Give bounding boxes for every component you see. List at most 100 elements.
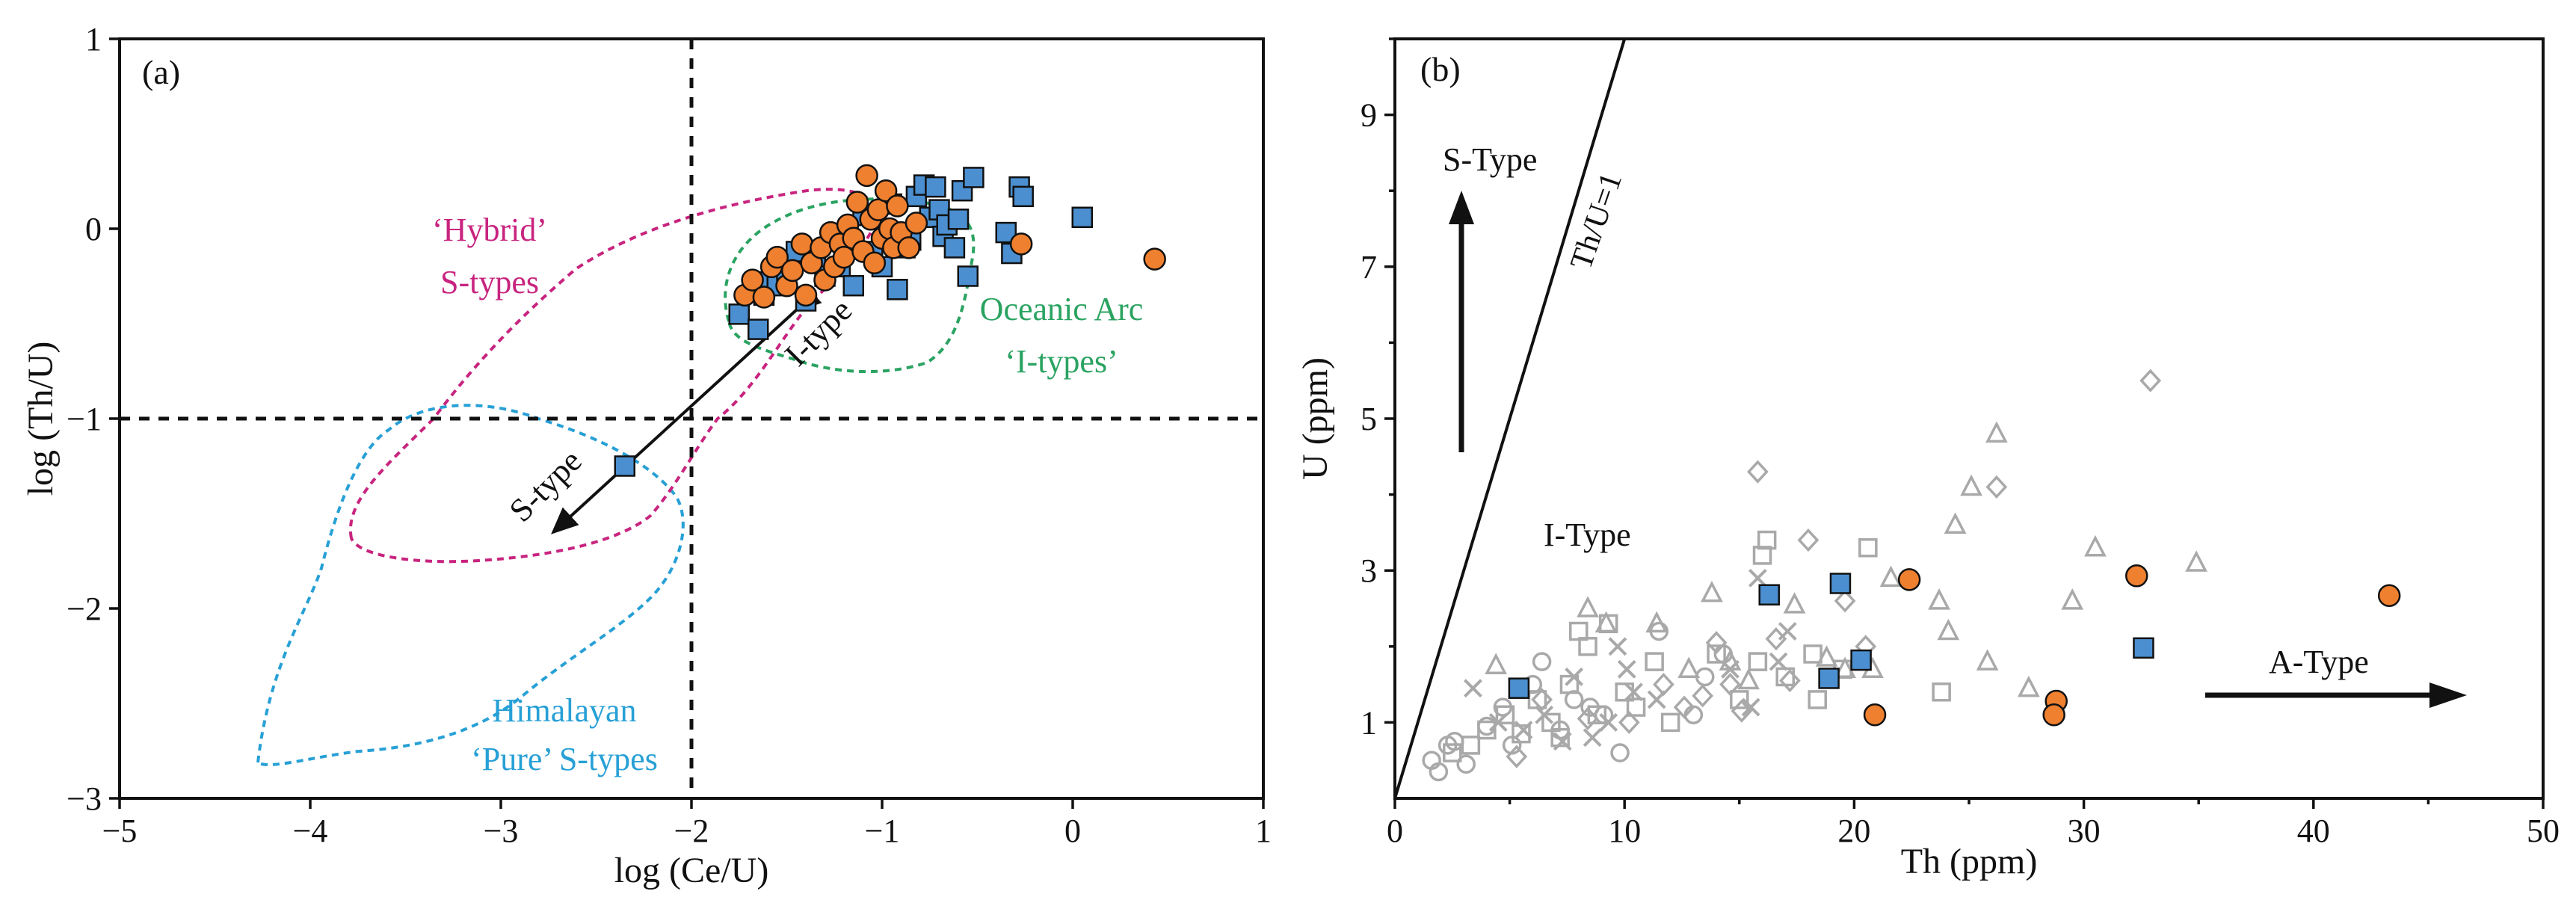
data-point-grey-triangle xyxy=(1960,474,1982,496)
data-point-grey-circle xyxy=(1564,690,1584,709)
data-point-grey-triangle xyxy=(1879,565,1902,588)
data-point-orange-circle xyxy=(866,198,890,221)
data-point-orange-circle xyxy=(752,286,776,309)
y-tick-label: −3 xyxy=(67,780,102,817)
data-point-grey-triangle xyxy=(1719,649,1742,671)
data-point-grey-diamond xyxy=(1719,673,1741,697)
annotation-i-type: I-type xyxy=(777,292,859,373)
y-tick-label: −2 xyxy=(67,591,102,627)
data-point-grey-diamond xyxy=(1778,668,1801,693)
x-tick-label: −1 xyxy=(865,813,900,849)
data-point-grey-cross xyxy=(1488,712,1508,732)
panel-b-ticks: 0 10 20 30 40 50 1 3 5 7 9 xyxy=(1361,37,2560,849)
data-point-grey-diamond xyxy=(1692,684,1714,708)
y-tick-label: 7 xyxy=(1361,249,1377,286)
y-tick-label: 5 xyxy=(1361,401,1377,437)
data-point-grey-triangle xyxy=(1976,649,1999,671)
label-s-type: S-Type xyxy=(1443,141,1537,178)
x-tick-label: −3 xyxy=(484,813,519,849)
data-point-grey-triangle xyxy=(1701,580,1723,603)
data-point-orange-circle xyxy=(790,232,814,256)
data-point-grey-triangle xyxy=(1834,656,1856,679)
data-point-grey-triangle xyxy=(1815,645,1838,667)
data-point-grey-cross xyxy=(1624,682,1643,702)
data-point-grey-cross xyxy=(1741,697,1760,717)
data-point-grey-diamond xyxy=(1653,673,1674,697)
x-tick-label: −2 xyxy=(674,813,709,849)
data-point-grey-circle xyxy=(1610,743,1630,762)
label-th-u-1: Th/U=1 xyxy=(1564,168,1629,274)
data-point-orange-circle xyxy=(886,194,909,218)
data-point-orange-circle xyxy=(780,259,804,283)
data-point-grey-circle xyxy=(1445,732,1464,751)
data-point-grey-square xyxy=(1495,705,1515,724)
data-point-orange-circle xyxy=(845,191,869,214)
data-point-blue-square xyxy=(887,279,908,301)
data-point-blue-square xyxy=(842,274,864,297)
data-point-orange-circle xyxy=(2125,564,2148,588)
data-point-grey-cross xyxy=(1748,568,1767,588)
label-hybrid-line2: S-types xyxy=(440,264,539,301)
data-point-grey-cross xyxy=(1617,659,1636,679)
panel-b-label: (b) xyxy=(1420,50,1461,88)
data-point-grey-cross xyxy=(1599,712,1618,732)
s-type-arrowhead xyxy=(1449,191,1474,224)
y-tick-label: 0 xyxy=(85,211,102,247)
y-tick-label: 3 xyxy=(1361,552,1377,589)
panel-a-points xyxy=(614,164,1166,477)
data-point-grey-square xyxy=(1626,697,1646,717)
data-point-grey-square xyxy=(1578,637,1597,656)
data-point-grey-circle xyxy=(1429,762,1449,782)
data-point-blue-square xyxy=(2133,637,2154,659)
annotation-s-type: S-type xyxy=(502,443,589,529)
data-point-grey-cross xyxy=(1464,679,1482,698)
data-point-grey-diamond xyxy=(1746,460,1769,484)
data-point-orange-circle xyxy=(832,245,856,269)
data-point-grey-square xyxy=(1645,652,1664,671)
label-i-type: I-Type xyxy=(1544,517,1631,553)
field-himalayan-pure-s-types xyxy=(256,404,685,766)
field-hybrid-s-types xyxy=(348,188,881,564)
data-point-orange-circle xyxy=(1897,568,1921,591)
data-point-blue-square xyxy=(1012,185,1034,208)
data-point-orange-circle xyxy=(1143,247,1166,271)
a-type-arrowhead xyxy=(2429,682,2467,708)
data-point-blue-square xyxy=(1850,649,1872,671)
panel-a: −5 −4 −3 −2 −1 0 1 −3 −2 −1 0 1 ‘Hybrid’ S-types Oc… xyxy=(21,21,1272,890)
x-tick-label: 40 xyxy=(2297,813,2330,849)
data-point-blue-square xyxy=(1071,206,1093,229)
reference-line-th-u-1 xyxy=(1393,38,1627,799)
data-point-grey-cross xyxy=(1514,721,1533,739)
data-point-grey-square xyxy=(1512,724,1531,744)
panel-a-xlabel: log (Ce/U) xyxy=(614,851,769,890)
data-point-blue-square xyxy=(1508,677,1530,699)
data-point-grey-square xyxy=(1932,682,1951,702)
data-point-grey-diamond xyxy=(1577,706,1599,730)
data-point-grey-square xyxy=(1803,644,1822,664)
data-point-orange-circle xyxy=(741,268,764,292)
data-point-grey-cross xyxy=(1553,732,1572,751)
panel-b-xlabel: Th (ppm) xyxy=(1901,842,2038,881)
label-hybrid-line1: ‘Hybrid’ xyxy=(432,212,547,248)
data-point-blue-square xyxy=(614,455,635,477)
y-tick-label: 1 xyxy=(85,21,102,58)
panel-a-label: (a) xyxy=(142,53,180,91)
data-point-grey-square xyxy=(1808,690,1827,709)
data-point-grey-circle xyxy=(1456,754,1476,774)
y-tick-label: 9 xyxy=(1361,97,1377,134)
data-point-grey-triangle xyxy=(1485,653,1508,674)
x-tick-label: −5 xyxy=(102,813,138,849)
data-point-grey-triangle xyxy=(1928,588,1950,610)
data-point-grey-triangle xyxy=(1577,596,1599,617)
x-tick-label: 0 xyxy=(1064,813,1081,849)
x-tick-label: −4 xyxy=(293,813,328,849)
data-point-blue-square xyxy=(748,318,769,340)
data-point-grey-diamond xyxy=(1673,695,1695,719)
data-point-orange-circle xyxy=(905,212,928,235)
data-point-blue-square xyxy=(947,209,970,230)
data-point-orange-circle xyxy=(1009,232,1033,256)
data-point-grey-square xyxy=(1757,530,1777,550)
panel-b-points xyxy=(1422,369,2401,782)
data-point-grey-cross xyxy=(1608,637,1627,656)
